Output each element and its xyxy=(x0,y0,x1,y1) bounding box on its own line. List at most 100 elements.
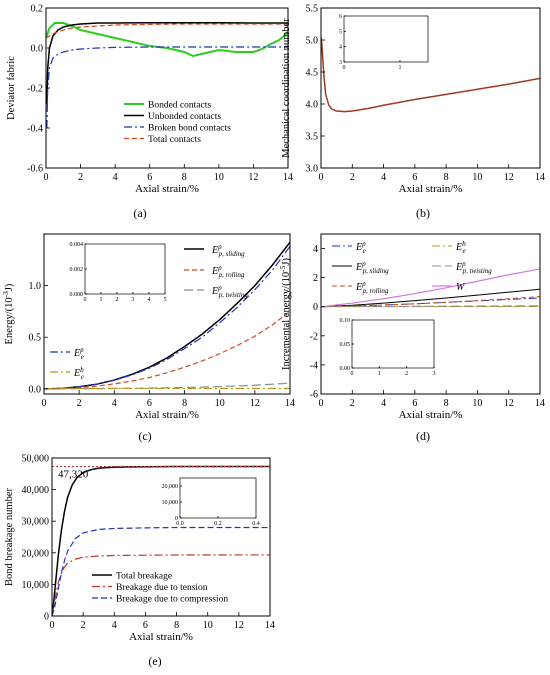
series-line-4 xyxy=(321,305,540,308)
legend-label-1: Unbonded contacts xyxy=(148,112,221,122)
y-tick-label: 6 xyxy=(339,14,342,20)
y-tick-label: 0 xyxy=(313,302,318,313)
y-tick-label: 20,000 xyxy=(162,484,179,490)
x-tick-label: 6 xyxy=(412,398,417,409)
y-tick-label: 5 xyxy=(339,29,342,35)
y-tick-label: -0.4 xyxy=(27,124,43,135)
y-tick-label: 1.0 xyxy=(29,281,42,292)
x-tick-label: 10 xyxy=(472,172,482,183)
inset-frame-1 xyxy=(343,15,429,63)
inset-chart-2: 0 1 3 4 5 6 xyxy=(339,14,429,71)
y-tick-label: 5.0 xyxy=(306,36,319,47)
x-axis-label: Axial strain/% xyxy=(399,183,463,195)
x-tick-label: 1 xyxy=(399,65,402,71)
panel-label-d: (d) xyxy=(416,429,430,443)
plot-frame-2 xyxy=(43,233,291,395)
y-tick-label: -0.6 xyxy=(27,164,43,175)
x-tick-label: 3 xyxy=(433,371,436,377)
series-line-2 xyxy=(46,46,288,129)
x-tick-label: 14 xyxy=(535,172,545,183)
series-line-3 xyxy=(46,23,288,39)
y-tick-label: 0.5 xyxy=(29,333,42,344)
x-tick-label: 14 xyxy=(265,620,275,631)
series-line-2 xyxy=(321,296,540,308)
series-line-1 xyxy=(52,554,270,616)
series-line-1 xyxy=(44,310,290,390)
plot-frame-1 xyxy=(320,7,541,169)
x-tick-label: 4 xyxy=(112,398,117,409)
series-line-2 xyxy=(44,382,290,390)
x-tick-label: 2 xyxy=(405,371,408,377)
x-tick-label: 8 xyxy=(444,398,449,409)
x-tick-label: 6 xyxy=(147,398,152,409)
y-tick-label: 3 xyxy=(339,60,342,66)
x-tick-label: 2 xyxy=(350,172,355,183)
series-line-1 xyxy=(46,22,288,105)
x-tick-label: 0 xyxy=(351,371,354,377)
panel-label-c: (c) xyxy=(138,429,151,443)
annotation-total-breakage: 47,320 xyxy=(58,468,89,480)
panel-label-e: (e) xyxy=(148,654,161,668)
x-tick-label: 4 xyxy=(381,398,386,409)
panel-label-b: (b) xyxy=(416,206,430,220)
y-axis-label: Incremental energy/(10-5J) xyxy=(278,258,292,370)
x-tick-label: 0 xyxy=(319,398,324,409)
x-tick-label: 2 xyxy=(350,398,355,409)
y-axis-label: Bond breakage number xyxy=(4,488,15,586)
legend-label-5: W xyxy=(456,282,466,293)
x-tick-label: 2 xyxy=(81,620,86,631)
series-line-5 xyxy=(321,268,540,308)
y-tick-label: 0.004 xyxy=(70,242,84,248)
x-tick-label: 4 xyxy=(112,620,117,631)
y-tick-label: 10,000 xyxy=(22,580,50,591)
y-tick-label: -0.2 xyxy=(27,84,43,95)
y-tick-label: 3.0 xyxy=(306,164,319,175)
x-tick-label: 3 xyxy=(132,297,135,303)
x-tick-label: 5 xyxy=(164,297,167,303)
legend-label-0: Ep e xyxy=(355,240,366,255)
x-tick-label: 6 xyxy=(143,620,148,631)
x-tick-label: 12 xyxy=(250,398,260,409)
x-tick-label: 0.0 xyxy=(176,521,184,527)
plot-frame-4 xyxy=(51,457,271,617)
y-tick-label: 10,000 xyxy=(162,500,179,506)
legend-label-4: Eb e xyxy=(73,366,84,381)
x-tick-label: 1 xyxy=(100,297,103,303)
y-axis-label: Energy/(10-3J) xyxy=(1,283,15,344)
legend-label-2: Broken bond contacts xyxy=(148,124,231,134)
y-tick-label: 4 xyxy=(313,244,318,255)
chart-panel-1: 0 2 4 6 8 10 12 14 -0.6 -0.4 -0.2 0.0 0.2 Axial strai… xyxy=(6,4,293,196)
series-line-0 xyxy=(44,241,290,390)
panel-label-a: (a) xyxy=(133,206,146,220)
legend-label-0: Ep p, sliding xyxy=(211,243,245,258)
legend-label-3: Eb e xyxy=(455,240,466,255)
x-tick-label: 0 xyxy=(44,172,49,183)
x-tick-label: 4 xyxy=(113,172,118,183)
legend-label-0: Total breakage xyxy=(116,572,172,582)
y-tick-label: 0.0 xyxy=(31,44,44,55)
y-tick-label: 3.5 xyxy=(306,132,319,143)
x-tick-label: 0 xyxy=(50,620,55,631)
x-tick-label: 2 xyxy=(78,172,83,183)
inset-frame-3 xyxy=(351,319,435,369)
x-tick-label: 8 xyxy=(444,172,449,183)
y-tick-label: 0 xyxy=(175,516,178,522)
y-tick-label: 0 xyxy=(44,612,49,623)
y-tick-label: 0.2 xyxy=(31,4,44,15)
x-tick-label: 0.2 xyxy=(214,521,222,527)
x-axis-label: Axial strain/% xyxy=(399,409,463,421)
x-tick-label: 14 xyxy=(285,398,295,409)
x-tick-label: 12 xyxy=(504,398,514,409)
x-axis-label: Axial strain/% xyxy=(135,409,199,421)
x-tick-label: 14 xyxy=(283,172,293,183)
y-tick-label: 30,000 xyxy=(22,517,50,528)
x-tick-label: 14 xyxy=(535,398,545,409)
inset-chart-3: 0 1 2 3 4 5 0.000 0.002 0.004 xyxy=(70,242,167,303)
x-tick-label: 12 xyxy=(234,620,244,631)
x-tick-label: 10 xyxy=(472,398,482,409)
y-tick-label: 40,000 xyxy=(22,485,50,496)
